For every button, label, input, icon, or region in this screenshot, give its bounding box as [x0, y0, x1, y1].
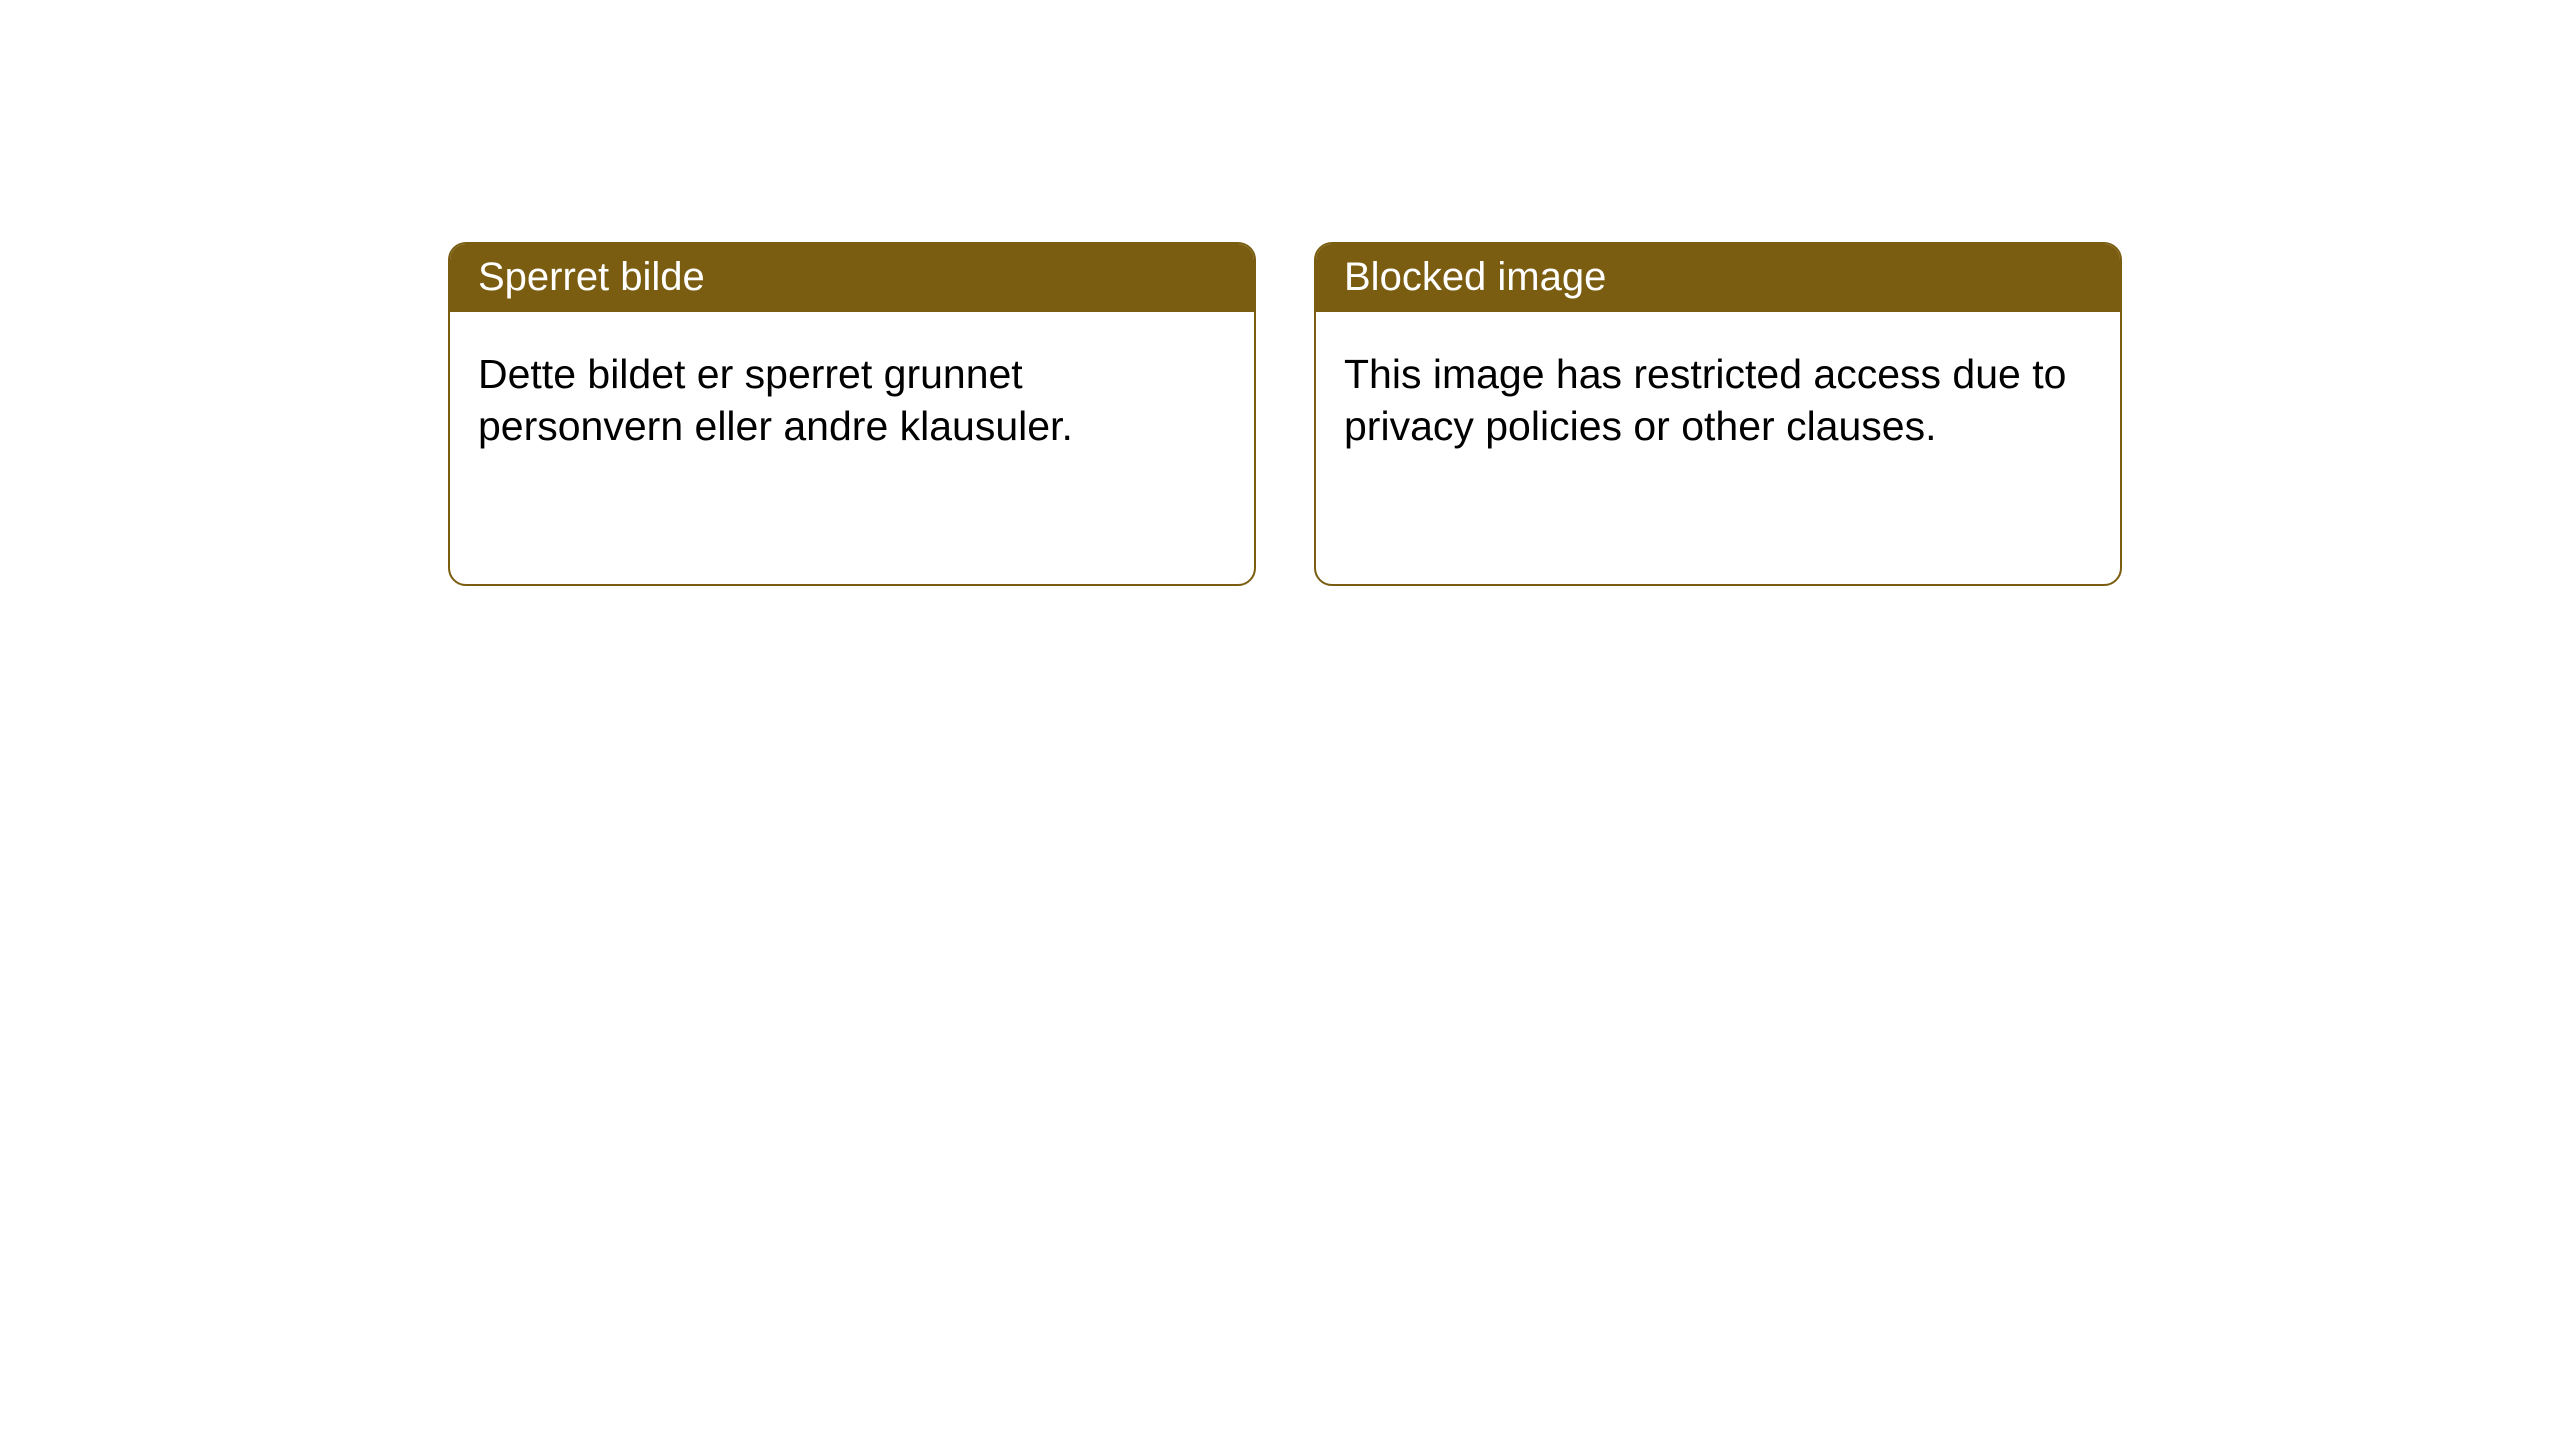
- notice-cards-container: Sperret bilde Dette bildet er sperret gr…: [0, 0, 2560, 586]
- notice-card-title: Sperret bilde: [450, 244, 1254, 312]
- notice-card-norwegian: Sperret bilde Dette bildet er sperret gr…: [448, 242, 1256, 586]
- notice-card-body: Dette bildet er sperret grunnet personve…: [450, 312, 1254, 584]
- notice-card-english: Blocked image This image has restricted …: [1314, 242, 2122, 586]
- notice-card-title: Blocked image: [1316, 244, 2120, 312]
- notice-card-body: This image has restricted access due to …: [1316, 312, 2120, 584]
